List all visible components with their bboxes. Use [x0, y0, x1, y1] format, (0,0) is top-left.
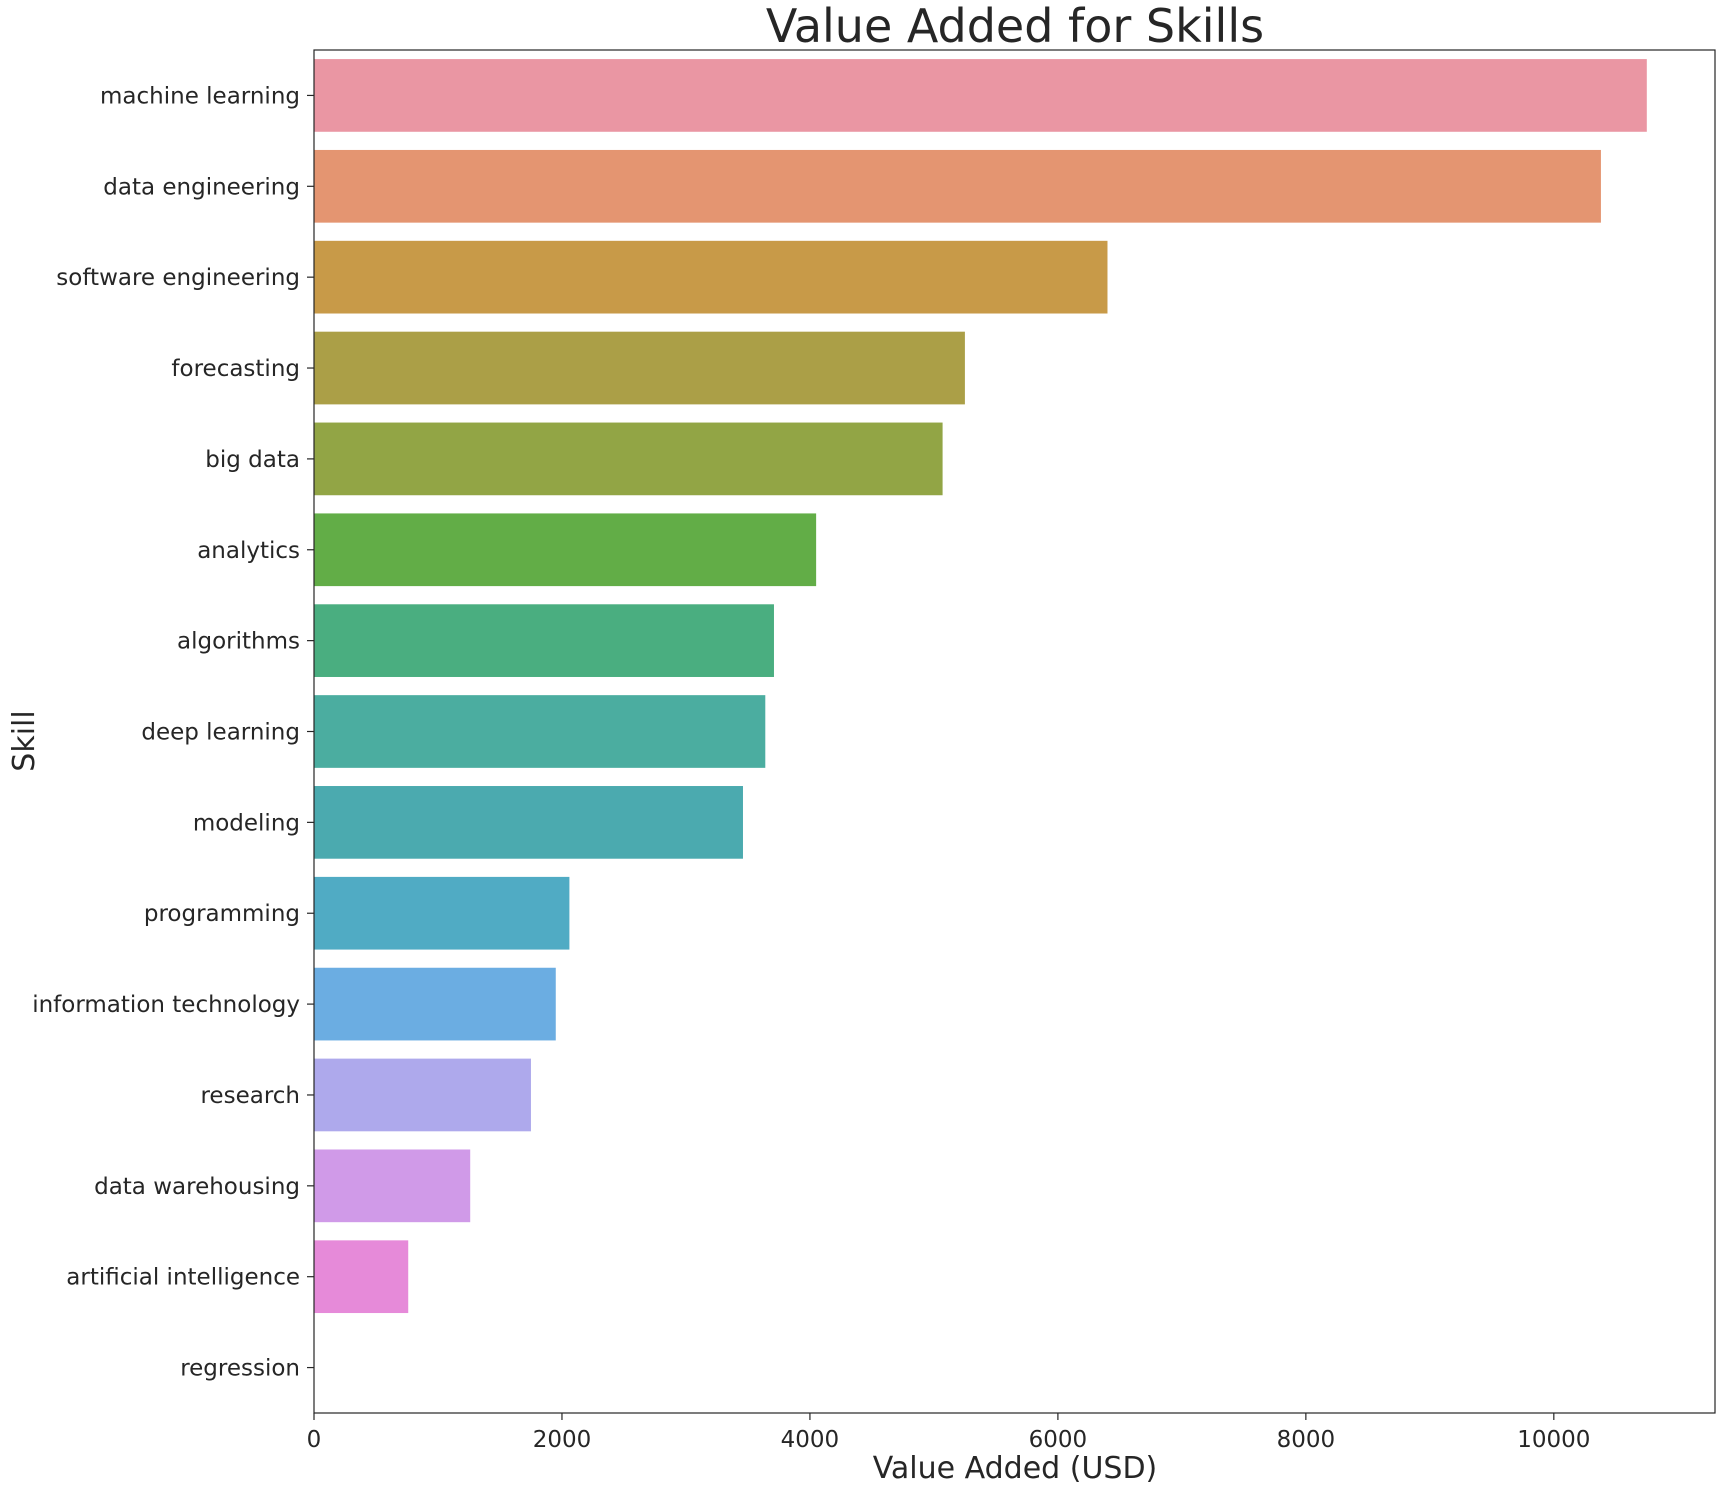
y-tick-label: information technology: [32, 992, 300, 1018]
x-ticks-group: 0 2000 4000 6000 8000 10000: [307, 1413, 1590, 1453]
y-tick-label: data engineering: [103, 174, 300, 200]
bar: [314, 149, 1601, 223]
bar: [314, 513, 817, 587]
y-tick-label: deep learning: [141, 720, 300, 746]
bars-group: [314, 59, 1647, 1314]
x-tick-label: 10000: [1517, 1427, 1590, 1453]
bar: [314, 59, 1647, 132]
y-tick-label: software engineering: [56, 265, 300, 291]
chart-title: Value Added for Skills: [766, 0, 1264, 53]
bar: [314, 1149, 471, 1223]
plot-frame: [313, 49, 1716, 1414]
bar: [314, 1240, 409, 1314]
y-tick-label: data warehousing: [94, 1174, 300, 1200]
bar: [314, 786, 743, 859]
y-tick-label: machine learning: [100, 83, 300, 109]
y-ticks-group: machine learning data engineering software…: [32, 83, 314, 1382]
bar: [314, 422, 943, 496]
bar: [314, 876, 570, 950]
x-tick-label: 0: [307, 1427, 322, 1453]
y-tick-label: analytics: [197, 538, 300, 564]
x-tick-label: 4000: [781, 1427, 840, 1453]
bar: [314, 240, 1108, 314]
y-tick-label: regression: [180, 1356, 300, 1382]
y-tick-label: artificial intelligence: [66, 1265, 300, 1291]
bar: [314, 1058, 531, 1132]
y-tick-label: algorithms: [177, 629, 300, 655]
bar: [314, 967, 556, 1041]
x-tick-label: 2000: [533, 1427, 592, 1453]
x-tick-label: 6000: [1029, 1427, 1088, 1453]
x-tick-label: 8000: [1277, 1427, 1336, 1453]
x-axis-label: Value Added (USD): [873, 1451, 1158, 1483]
y-axis-label: Skill: [7, 710, 42, 771]
bar: [314, 604, 774, 677]
y-tick-label: big data: [205, 447, 300, 473]
bar: [314, 331, 965, 405]
bar: [314, 695, 766, 768]
y-tick-label: programming: [144, 901, 300, 927]
y-tick-label: research: [200, 1083, 300, 1109]
y-tick-label: modeling: [193, 810, 300, 836]
y-tick-label: forecasting: [171, 356, 300, 382]
